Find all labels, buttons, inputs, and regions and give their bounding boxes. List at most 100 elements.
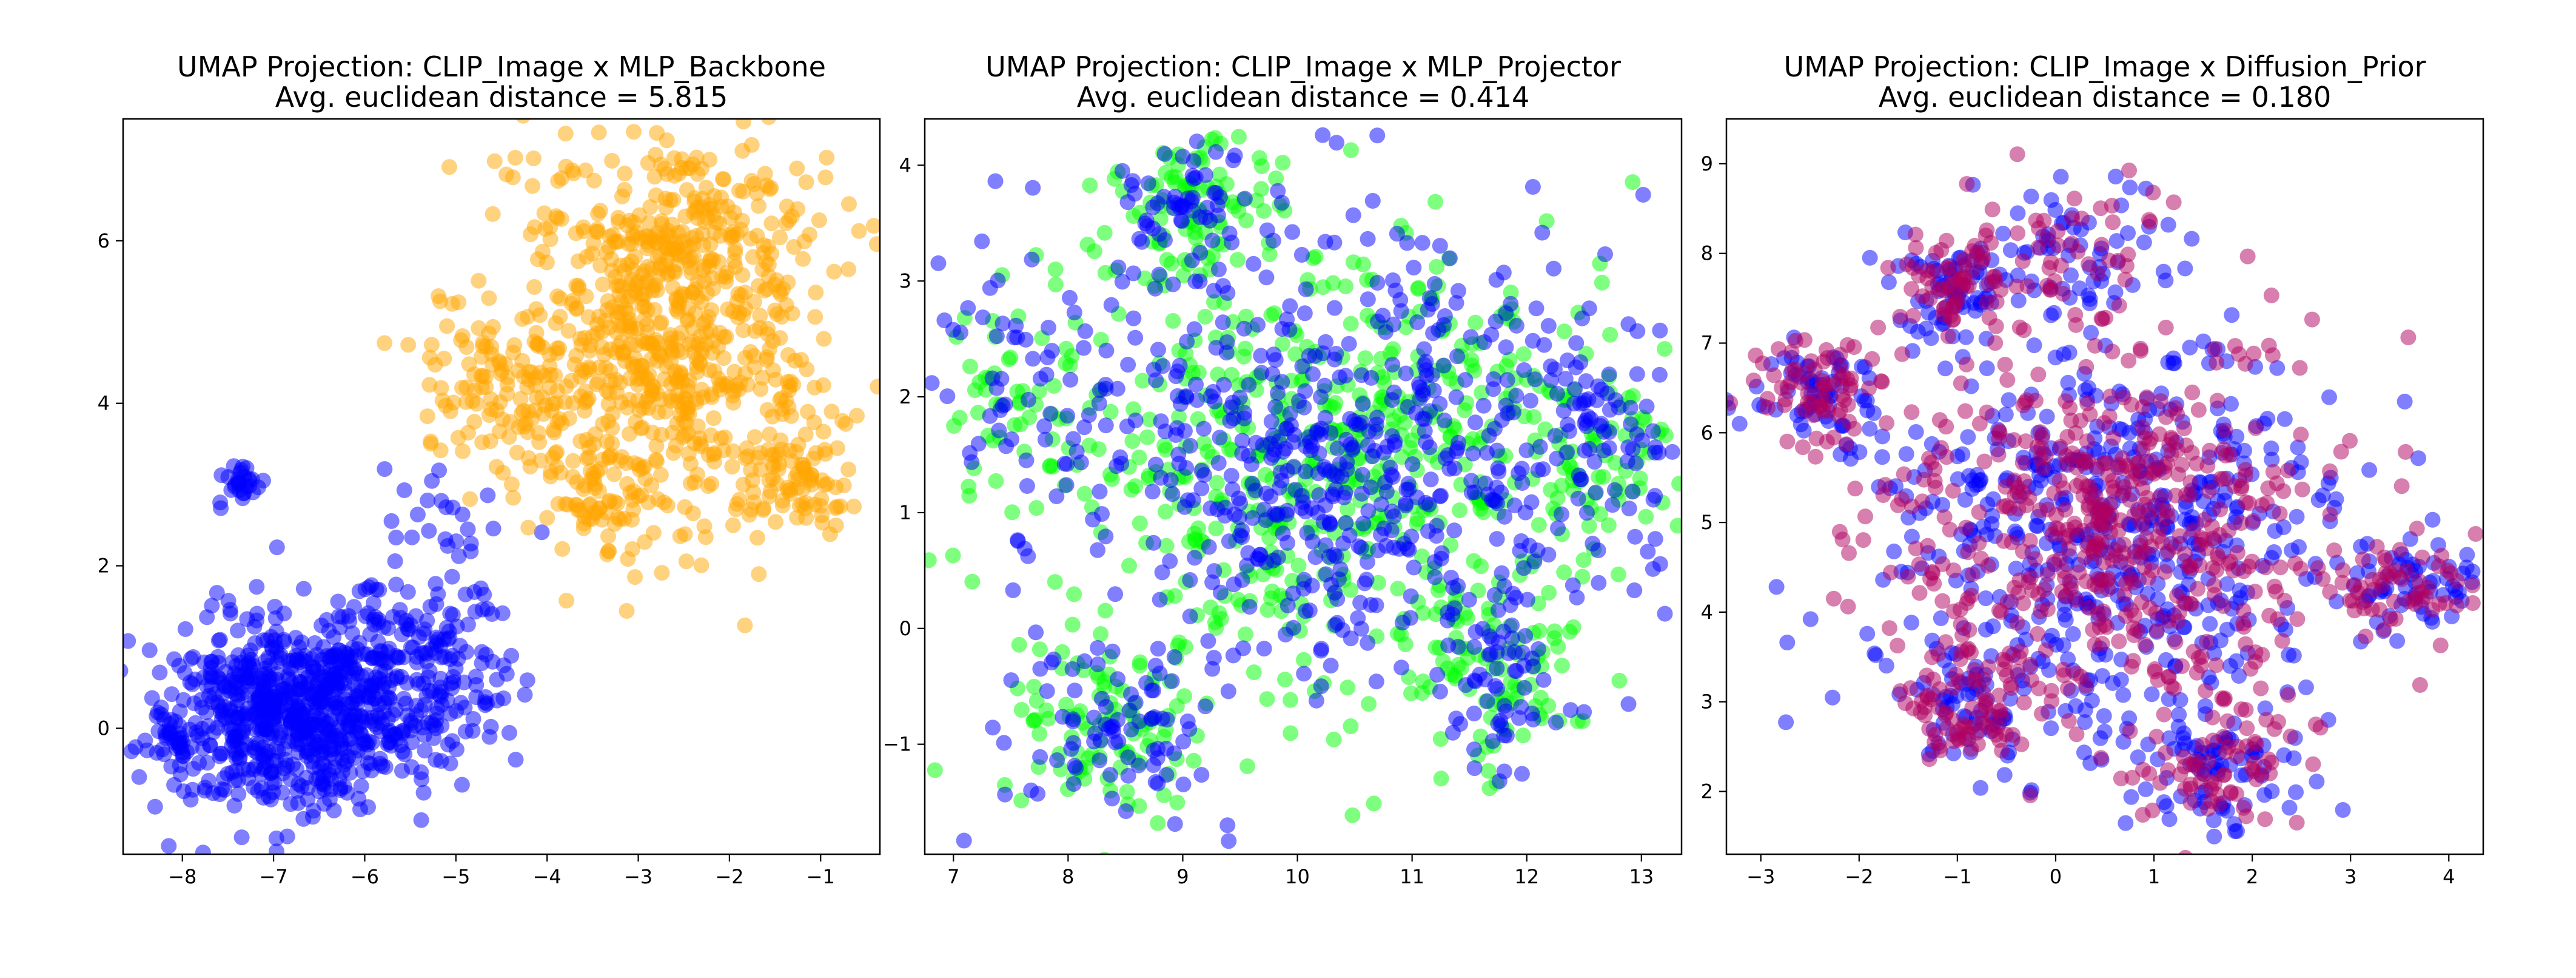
data-point	[444, 296, 460, 312]
data-point	[1581, 518, 1597, 534]
data-point	[2144, 686, 2160, 702]
data-point	[1346, 207, 1361, 223]
data-point	[604, 153, 620, 169]
data-point	[166, 652, 182, 667]
data-point	[2165, 351, 2181, 366]
data-point	[640, 335, 656, 351]
data-point	[1128, 695, 1144, 710]
data-point	[213, 746, 229, 761]
data-point	[1059, 456, 1075, 472]
data-point	[774, 390, 790, 406]
data-point	[673, 365, 688, 380]
data-point	[667, 168, 683, 184]
data-point	[364, 577, 380, 593]
data-point	[1152, 267, 1167, 283]
data-point	[1803, 612, 1819, 627]
data-point	[1585, 536, 1600, 551]
data-point	[2039, 409, 2055, 425]
data-point	[1248, 435, 1264, 451]
data-point	[1169, 795, 1185, 811]
data-point	[1291, 558, 1307, 573]
data-point	[505, 345, 521, 360]
data-point	[988, 174, 1004, 189]
data-point	[1623, 416, 1639, 432]
data-point	[1525, 179, 1541, 195]
data-point	[711, 254, 726, 270]
data-point	[1275, 155, 1290, 170]
data-point	[1899, 257, 1915, 272]
data-point	[545, 396, 561, 412]
data-point	[646, 525, 662, 541]
data-point	[410, 507, 426, 522]
data-point	[149, 708, 164, 724]
data-point	[1498, 339, 1514, 355]
data-point	[330, 680, 346, 695]
data-point	[1277, 672, 1293, 687]
data-point	[604, 436, 620, 451]
data-point	[1247, 482, 1263, 498]
data-point	[1329, 135, 1344, 150]
data-point	[740, 448, 756, 464]
data-point	[1466, 741, 1482, 757]
data-point	[1625, 484, 1641, 499]
data-point	[763, 215, 779, 231]
data-point	[1280, 463, 1295, 479]
data-point	[1360, 231, 1376, 247]
data-point	[1489, 496, 1505, 511]
data-point	[2229, 823, 2245, 839]
data-point	[388, 530, 404, 545]
data-point	[649, 125, 665, 141]
data-point	[322, 792, 338, 808]
data-point	[1221, 833, 1236, 849]
data-point	[440, 737, 456, 752]
data-point	[996, 735, 1012, 750]
data-point	[728, 501, 744, 517]
data-point	[2264, 288, 2279, 303]
data-point	[227, 743, 243, 759]
data-point	[600, 544, 616, 559]
data-point	[1467, 315, 1483, 331]
data-point	[1417, 423, 1433, 439]
data-point	[2010, 205, 2025, 221]
data-point	[1509, 663, 1524, 679]
data-point	[1485, 381, 1501, 397]
data-point	[1019, 478, 1035, 494]
data-point	[1427, 554, 1443, 570]
data-point	[750, 530, 765, 545]
data-point	[762, 488, 777, 504]
data-point	[194, 721, 210, 737]
scatter-panel-3: UMAP Projection: CLIP_Image x Diffusion_…	[1672, 50, 2507, 888]
data-point	[1274, 195, 1290, 211]
data-point	[1232, 510, 1247, 525]
data-point	[423, 599, 438, 615]
data-point	[161, 838, 176, 854]
data-point	[269, 624, 284, 639]
data-point	[1211, 261, 1227, 277]
data-point	[1434, 771, 1449, 786]
data-point	[1516, 346, 1532, 362]
data-point	[1608, 393, 1623, 408]
data-point	[428, 576, 443, 592]
data-point	[1467, 414, 1483, 430]
data-point	[475, 368, 491, 384]
data-point	[328, 695, 344, 711]
data-point	[1623, 400, 1639, 416]
data-point	[290, 700, 306, 716]
data-point	[1467, 672, 1483, 688]
data-point	[1280, 421, 1295, 437]
data-point	[1361, 696, 1377, 712]
data-point	[535, 244, 551, 260]
data-point	[1400, 399, 1416, 415]
data-point	[846, 499, 862, 514]
data-point	[1513, 699, 1529, 715]
data-point	[144, 690, 160, 706]
data-point	[1602, 366, 1617, 382]
data-point	[811, 212, 827, 228]
data-point	[1010, 533, 1026, 549]
data-point	[698, 314, 714, 329]
data-point	[1066, 776, 1082, 792]
data-point	[247, 619, 263, 635]
scatter-panel-1: UMAP Projection: CLIP_Image x MLP_Backbo…	[94, 50, 968, 888]
data-point	[492, 423, 508, 439]
